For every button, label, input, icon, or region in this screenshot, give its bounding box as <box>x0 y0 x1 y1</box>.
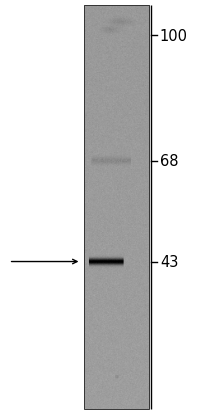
Text: 68: 68 <box>160 154 178 169</box>
Text: 43: 43 <box>160 254 178 269</box>
Bar <box>84 6 149 409</box>
Text: 100: 100 <box>160 29 188 44</box>
